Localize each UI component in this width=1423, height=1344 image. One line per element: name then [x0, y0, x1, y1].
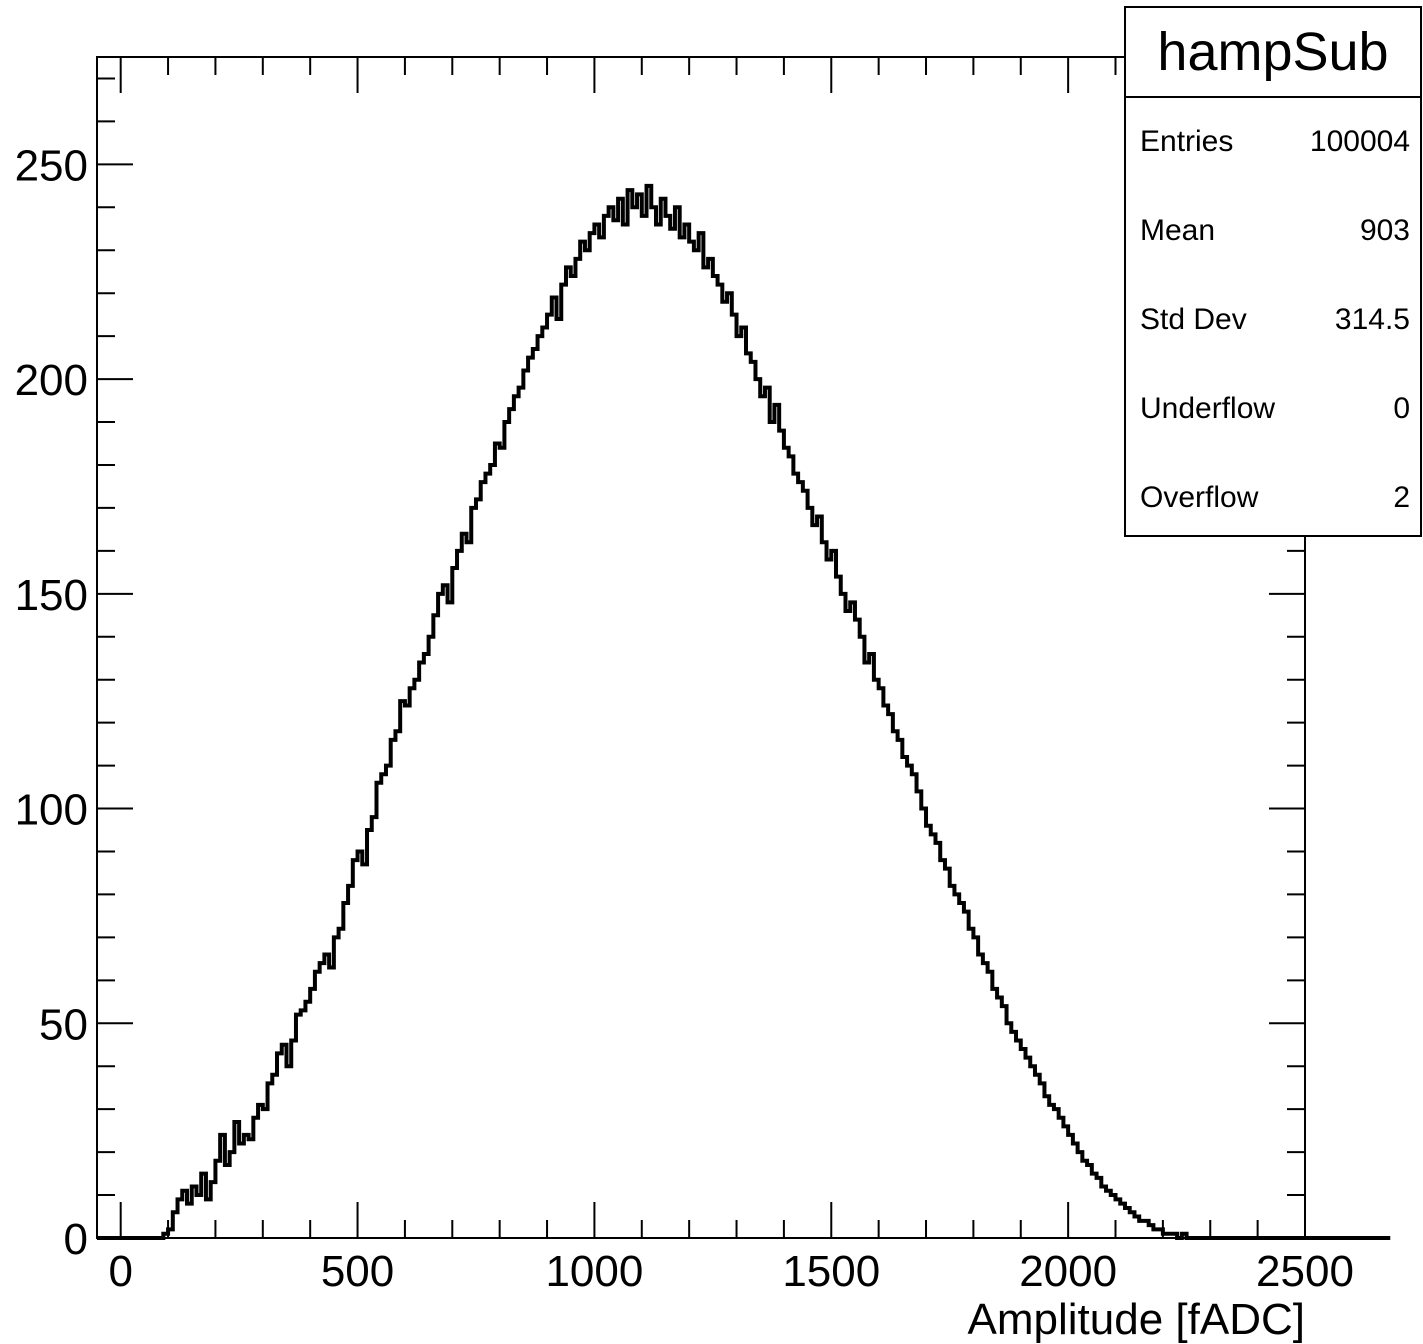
x-tick-label: 500 — [321, 1247, 394, 1296]
plot-frame — [96, 56, 1306, 1239]
y-tick-label: 100 — [15, 786, 88, 835]
stats-title: hampSub — [1126, 8, 1420, 98]
stats-value: 2 — [1393, 481, 1410, 514]
stats-key: Entries — [1140, 125, 1234, 158]
stats-key: Mean — [1140, 214, 1216, 247]
y-tick-label: 250 — [15, 141, 88, 190]
stats-row: Entries 100004 — [1126, 122, 1420, 162]
x-axis-title: Amplitude [fADC] — [968, 1295, 1305, 1344]
stats-key: Std Dev — [1140, 303, 1247, 336]
stats-key: Underflow — [1140, 392, 1276, 425]
stats-value: 100004 — [1309, 125, 1410, 158]
stats-box: hampSub Entries 100004 Mean 903 Std Dev 314.5… — [1124, 6, 1422, 537]
x-tick-label: 2500 — [1256, 1247, 1354, 1296]
x-tick-label: 1500 — [782, 1247, 880, 1296]
y-tick-label: 0 — [64, 1215, 88, 1264]
x-tick-label: 2000 — [1019, 1247, 1117, 1296]
stats-row: Overflow 2 — [1126, 478, 1420, 518]
y-tick-label: 200 — [15, 356, 88, 405]
stats-row: Mean 903 — [1126, 211, 1420, 251]
stats-key: Overflow — [1140, 481, 1259, 514]
stats-value: 314.5 — [1334, 303, 1410, 336]
stats-value: 0 — [1393, 392, 1410, 425]
stats-row: Std Dev 314.5 — [1126, 300, 1420, 340]
stats-row: Underflow 0 — [1126, 389, 1420, 429]
y-tick-label: 150 — [15, 571, 88, 620]
y-tick-label: 50 — [39, 1000, 88, 1049]
stats-value: 903 — [1359, 214, 1410, 247]
histogram-series — [97, 183, 1391, 1240]
x-tick-label: 0 — [108, 1247, 132, 1296]
x-tick-label: 1000 — [545, 1247, 643, 1296]
